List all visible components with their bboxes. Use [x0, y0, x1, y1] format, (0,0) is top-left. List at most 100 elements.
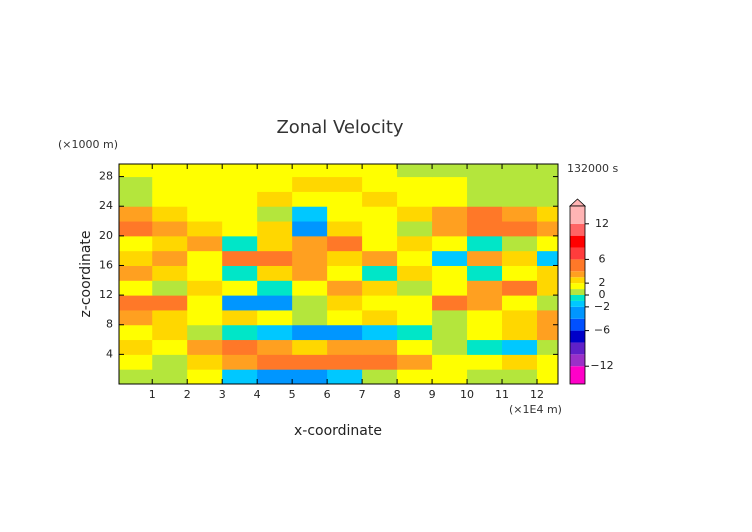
contour-cell: [292, 280, 328, 296]
contour-cell: [187, 369, 223, 384]
contour-cell: [432, 221, 468, 237]
contour-cell: [152, 250, 188, 266]
contour-cell: [257, 191, 293, 207]
contour-cell: [257, 176, 293, 192]
contour-cell: [537, 280, 558, 296]
contour-cell: [537, 369, 558, 384]
contour-cell: [502, 309, 538, 326]
contour-cell: [292, 265, 328, 281]
colorbar-bin: [570, 342, 585, 355]
contour-cell: [397, 221, 433, 237]
contour-cell: [187, 235, 223, 252]
contour-cell: [467, 280, 503, 296]
contour-cell: [257, 206, 293, 222]
contour-cell: [292, 191, 328, 207]
contour-cell: [292, 354, 328, 370]
x-tick-label: 1: [149, 388, 156, 401]
contour-cell: [187, 206, 223, 222]
colorbar-tick-label: 2: [599, 276, 606, 289]
x-tick-label: 4: [254, 388, 261, 401]
x-tick-label: 8: [394, 388, 401, 401]
contour-cell: [187, 221, 223, 237]
contour-cell: [187, 339, 223, 355]
x-tick-label: 12: [530, 388, 544, 401]
chart-title: Zonal Velocity: [276, 117, 403, 138]
contour-cell: [362, 235, 398, 252]
contour-cell: [327, 164, 363, 178]
colorbar-bin: [570, 330, 585, 343]
contour-cell: [502, 369, 538, 384]
contour-cell: [502, 265, 538, 281]
contour-cell: [152, 280, 188, 296]
contour-cell: [257, 235, 293, 252]
colorbar-bin: [570, 366, 585, 384]
contour-cell: [397, 280, 433, 296]
contour-cell: [537, 235, 558, 252]
contour-cell: [119, 250, 153, 266]
contour-cell: [397, 295, 433, 311]
contour-cell: [502, 221, 538, 237]
contour-cell: [362, 295, 398, 311]
contour-cell: [222, 324, 258, 341]
contour-cell: [119, 369, 153, 384]
contour-cell: [467, 221, 503, 237]
contour-cell: [187, 354, 223, 370]
contour-cell: [187, 250, 223, 266]
contour-cell: [119, 309, 153, 326]
contour-cell: [502, 191, 538, 207]
contour-cell: [362, 309, 398, 326]
colorbar-bin: [570, 259, 585, 272]
contour-cell: [292, 176, 328, 192]
contour-cell: [292, 250, 328, 266]
colorbar-tick-label: −6: [594, 324, 610, 337]
contour-cell: [257, 339, 293, 355]
contour-cell: [362, 191, 398, 207]
contour-cell: [502, 295, 538, 311]
contour-cell: [119, 280, 153, 296]
contour-cell: [467, 176, 503, 192]
contour-cell: [292, 369, 328, 384]
contour-cell: [397, 235, 433, 252]
contour-cell: [292, 324, 328, 341]
contour-cell: [502, 176, 538, 192]
y-tick-label: 20: [99, 229, 113, 242]
contour-cell: [537, 250, 558, 266]
y-tick-label: 12: [99, 288, 113, 301]
x-tick-label: 6: [324, 388, 331, 401]
contour-cell: [257, 369, 293, 384]
contour-cell: [467, 250, 503, 266]
contour-cell: [502, 280, 538, 296]
contour-cell: [292, 295, 328, 311]
colorbar-tick-label: 6: [599, 252, 606, 265]
contour-cell: [362, 369, 398, 384]
contour-cell: [467, 164, 503, 178]
contour-cell: [537, 309, 558, 326]
contour-cell: [327, 191, 363, 207]
contour-cell: [222, 250, 258, 266]
contour-cell: [397, 339, 433, 355]
contour-cell: [362, 164, 398, 178]
contour-cell: [152, 265, 188, 281]
contour-cell: [327, 265, 363, 281]
contour-cell: [187, 265, 223, 281]
contour-cell: [257, 309, 293, 326]
contour-cell: [397, 176, 433, 192]
colorbar-bin: [570, 235, 585, 248]
contour-cell: [119, 164, 153, 178]
x-tick-label: 7: [359, 388, 366, 401]
contour-cell: [152, 324, 188, 341]
contour-cell: [292, 339, 328, 355]
contour-cell: [537, 191, 558, 207]
contour-cell: [467, 339, 503, 355]
contour-cell: [502, 354, 538, 370]
contour-cell: [537, 176, 558, 192]
contour-cell: [257, 250, 293, 266]
contour-cell: [432, 206, 468, 222]
contour-cell: [432, 354, 468, 370]
contour-cell: [119, 295, 153, 311]
contour-cell: [397, 369, 433, 384]
contour-cell: [152, 369, 188, 384]
contour-cell: [432, 339, 468, 355]
contour-cell: [327, 206, 363, 222]
